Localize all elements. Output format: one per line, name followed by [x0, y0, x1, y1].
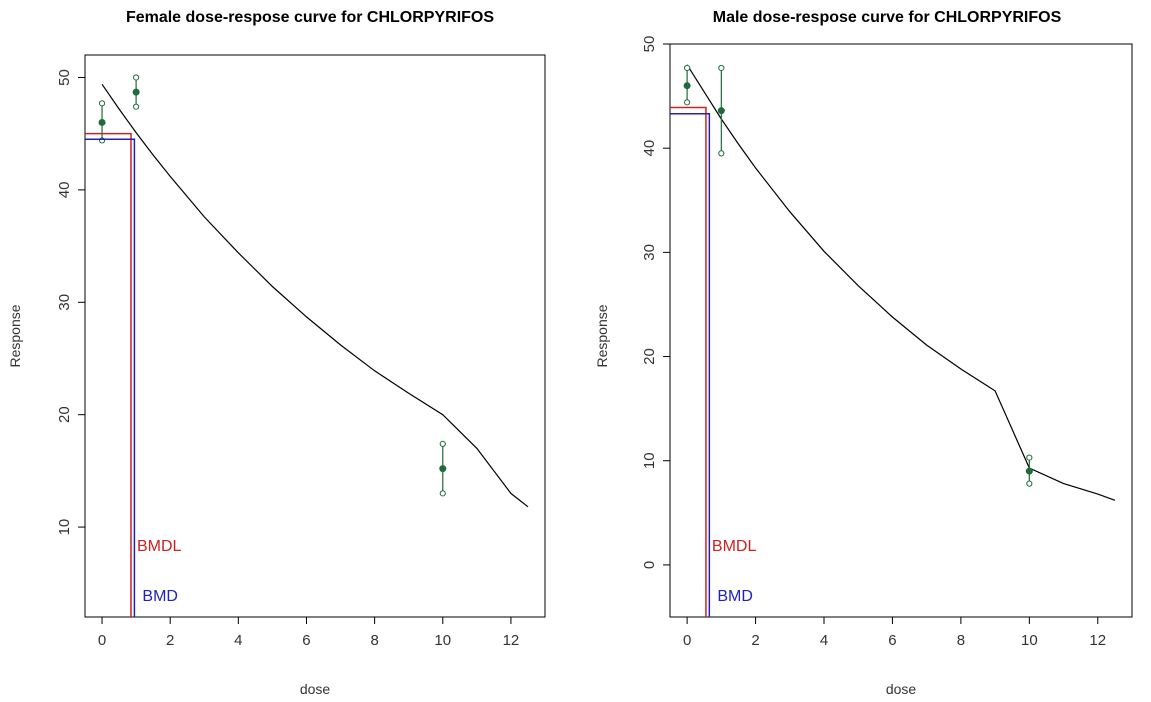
- x-axis-label: dose: [886, 681, 917, 697]
- y-tick-label: 40: [56, 182, 73, 199]
- plot-frame: [669, 43, 1133, 618]
- y-tick-label: 50: [56, 69, 73, 86]
- fitted-curve-line: [686, 64, 1116, 501]
- x-tick-label: 0: [98, 632, 106, 649]
- ci-lower-marker: [439, 490, 446, 497]
- x-axis-label: dose: [300, 681, 331, 697]
- x-tick-label: 8: [957, 632, 965, 649]
- bmdl-label: BMDL: [712, 538, 757, 555]
- plot-frame: [84, 54, 546, 618]
- bmdl-label: BMDL: [137, 538, 182, 555]
- ci-lower-marker: [718, 150, 725, 157]
- ci-upper-marker: [133, 74, 140, 81]
- mean-point: [1025, 467, 1033, 475]
- x-tick-label: 6: [302, 632, 310, 649]
- mean-point: [132, 88, 140, 96]
- female-chart: Female dose-respose curve for CHLORPYRIF…: [7, 9, 546, 697]
- x-tick-label: 4: [234, 632, 242, 649]
- y-tick-label: 10: [56, 519, 73, 536]
- y-tick-label: 30: [641, 244, 658, 261]
- y-tick-label: 20: [641, 348, 658, 365]
- y-tick-label: 50: [641, 36, 658, 53]
- ci-upper-marker: [439, 440, 446, 448]
- fitted-curve-line: [101, 83, 529, 508]
- x-tick-label: 10: [434, 632, 451, 649]
- chart-title: Female dose-respose curve for CHLORPYRIF…: [126, 9, 494, 26]
- bmd-line: [85, 138, 136, 617]
- ci-lower-marker: [684, 99, 691, 106]
- y-axis-label: Response: [594, 304, 610, 367]
- ci-upper-marker: [1026, 454, 1033, 461]
- x-tick-label: 4: [820, 632, 828, 649]
- bmd-label: BMD: [717, 588, 753, 605]
- bmdl-line: [85, 132, 132, 617]
- bmd-line: [670, 113, 711, 617]
- y-tick-label: 20: [56, 406, 73, 423]
- x-tick-label: 0: [683, 632, 691, 649]
- y-tick-label: 10: [641, 452, 658, 469]
- ci-lower-marker: [1026, 480, 1033, 487]
- mean-point: [98, 118, 106, 126]
- mean-point: [683, 82, 691, 90]
- x-tick-label: 2: [751, 632, 759, 649]
- ci-upper-marker: [718, 64, 725, 72]
- bmd-label: BMD: [142, 588, 178, 605]
- mean-point: [717, 107, 725, 115]
- x-tick-label: 12: [503, 632, 520, 649]
- x-tick-label: 8: [370, 632, 378, 649]
- x-tick-label: 10: [1021, 632, 1038, 649]
- y-tick-label: 0: [641, 561, 658, 569]
- male-chart: Male dose-respose curve for CHLORPYRIFOS…: [594, 9, 1133, 697]
- y-axis-label: Response: [7, 304, 23, 367]
- ci-lower-marker: [133, 103, 140, 110]
- x-tick-label: 2: [166, 632, 174, 649]
- x-tick-label: 12: [1089, 632, 1106, 649]
- chart-title: Male dose-respose curve for CHLORPYRIFOS: [713, 9, 1062, 26]
- mean-point: [439, 465, 447, 473]
- ci-upper-marker: [98, 100, 106, 107]
- y-tick-label: 40: [641, 140, 658, 157]
- x-tick-label: 6: [888, 632, 896, 649]
- y-tick-label: 30: [56, 294, 73, 311]
- ci-upper-marker: [684, 64, 691, 72]
- bmdl-line: [670, 106, 707, 617]
